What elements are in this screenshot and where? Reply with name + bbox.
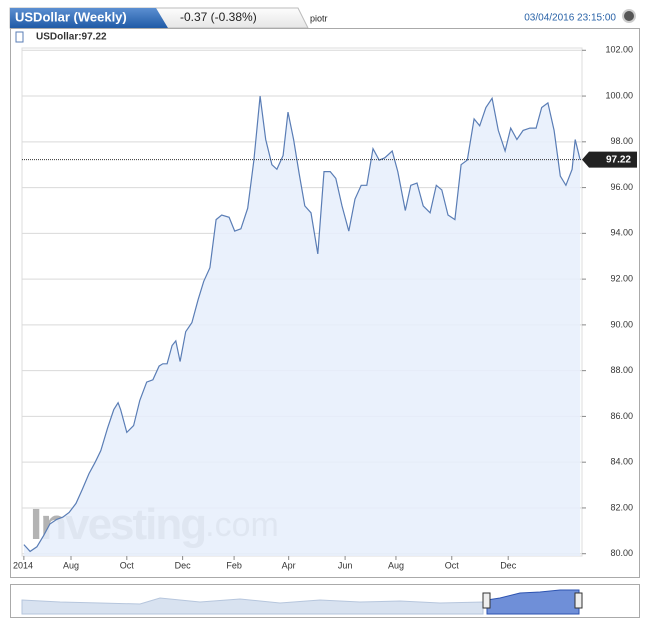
x-tick-label: Oct [120, 560, 135, 570]
legend-swatch [15, 31, 24, 43]
y-tick-label: 96.00 [610, 182, 633, 192]
last-value-label: 97.22 [606, 154, 631, 165]
title: USDollar (Weekly) [15, 9, 127, 24]
x-tick-label: Apr [282, 560, 296, 570]
y-tick-label: 88.00 [610, 365, 633, 375]
x-tick-label: Aug [388, 560, 404, 570]
y-tick-label: 100.00 [605, 90, 633, 100]
user: piotr [310, 13, 328, 23]
navigator-selection [486, 589, 580, 615]
x-tick-label: Dec [500, 560, 517, 570]
y-tick-label: 84.00 [610, 457, 633, 467]
title-tab [10, 8, 168, 28]
navigator-handle[interactable] [482, 592, 491, 609]
area [23, 96, 581, 556]
y-tick-label: 90.00 [610, 319, 633, 329]
timestamp: 03/04/2016 23:15:00 [524, 13, 616, 24]
y-tick-label: 80.00 [610, 548, 633, 558]
settings-icon[interactable] [622, 9, 636, 23]
x-tick-label: Feb [226, 560, 242, 570]
line [23, 96, 581, 553]
y-tick-label: 98.00 [610, 136, 633, 146]
x-tick-label: Aug [63, 560, 79, 570]
y-tick-label: 92.00 [610, 273, 633, 283]
x-tick-label: Dec [175, 560, 192, 570]
x-tick-label: Oct [445, 560, 460, 570]
navigator-handle[interactable] [574, 592, 583, 609]
y-tick-label: 82.00 [610, 502, 633, 512]
change: -0.37 (-0.38%) [180, 10, 257, 24]
y-tick-label: 94.00 [610, 228, 633, 238]
legend: USDollar:97.22 [36, 32, 107, 43]
plot: 80.00 82.00 84.00 86.00 88.00 90.00 92.00 94.00… [13, 45, 637, 570]
y-tick-label: 86.00 [610, 411, 633, 421]
x-tick-label: 2014 [13, 560, 33, 570]
x-tick-label: Jun [338, 560, 353, 570]
last-value-tag [582, 151, 637, 168]
y-tick-label: 102.00 [605, 45, 633, 55]
